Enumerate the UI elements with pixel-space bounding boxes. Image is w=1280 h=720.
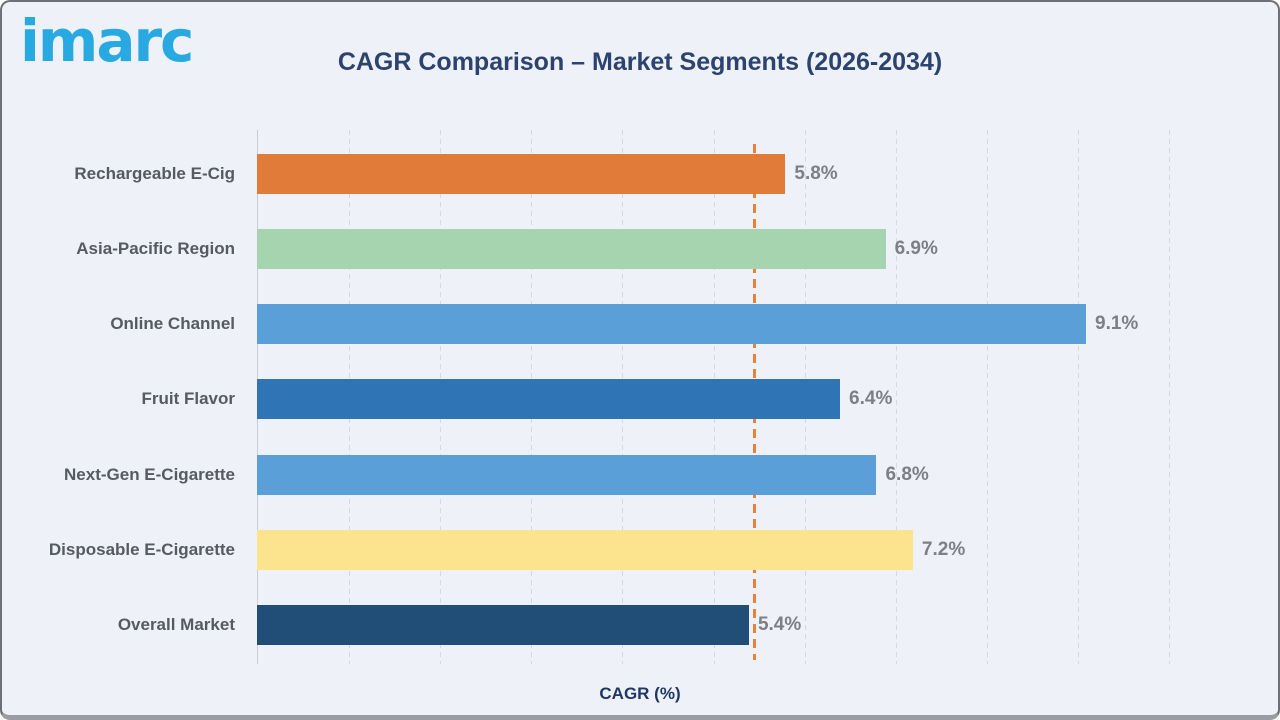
category-label: Next-Gen E-Cigarette [64, 464, 235, 484]
bar-row: Disposable E-Cigarette 7.2% [22, 512, 1272, 587]
bar-next-gen-e-cigarette [257, 454, 877, 495]
plot-area: Rechargeable E-Cig 5.8% Asia-Pacific Regio… [22, 130, 1272, 664]
gridline [986, 130, 988, 664]
category-label: Asia-Pacific Region [76, 238, 235, 258]
bar-track: 5.8% [257, 153, 1168, 194]
gridline [895, 130, 897, 664]
bar-track: 5.4% [257, 605, 1168, 646]
value-label: 6.9% [894, 237, 938, 259]
bar-rows: Rechargeable E-Cig 5.8% Asia-Pacific Regio… [22, 136, 1272, 663]
value-label: 7.2% [921, 539, 966, 561]
bar-track: 6.9% [257, 228, 1168, 269]
bar-rechargeable-e-cig [257, 153, 786, 194]
bar-row: Asia-Pacific Region 6.9% [22, 211, 1272, 286]
value-label: 5.4% [757, 614, 802, 636]
bar-track: 6.4% [257, 379, 1168, 420]
value-label: 6.4% [849, 388, 893, 410]
chart-title: CAGR Comparison – Market Segments (2026-… [337, 48, 943, 76]
bar-asia-pacific-region [257, 228, 886, 269]
gridline [1077, 130, 1079, 664]
bar-row: Next-Gen E-Cigarette 6.8% [22, 437, 1272, 512]
bar-row: Fruit Flavor 6.4% [22, 362, 1272, 437]
bar-track: 9.1% [257, 304, 1168, 345]
bar-row: Overall Market 5.4% [22, 588, 1272, 663]
bar-fruit-flavor [257, 379, 841, 420]
imarc-logo: imarc [20, 7, 194, 75]
bar-overall-market [257, 605, 749, 646]
value-label: 9.1% [1095, 313, 1139, 335]
category-label: Fruit Flavor [141, 389, 235, 409]
bar-row: Online Channel 9.1% [22, 287, 1272, 362]
value-label: 5.8% [794, 162, 838, 184]
bar-disposable-e-cigarette [257, 530, 913, 571]
category-label: Rechargeable E-Cig [74, 163, 235, 183]
value-label: 6.8% [885, 463, 929, 485]
category-label: Overall Market [117, 615, 235, 635]
x-axis-label: CAGR (%) [599, 684, 681, 703]
bar-online-channel [257, 304, 1086, 345]
bar-row: Rechargeable E-Cig 5.8% [22, 136, 1272, 211]
bar-track: 7.2% [257, 530, 1168, 571]
category-label: Disposable E-Cigarette [48, 540, 235, 560]
category-label: Online Channel [110, 314, 235, 334]
bar-track: 6.8% [257, 454, 1168, 495]
gridline [1169, 130, 1170, 664]
